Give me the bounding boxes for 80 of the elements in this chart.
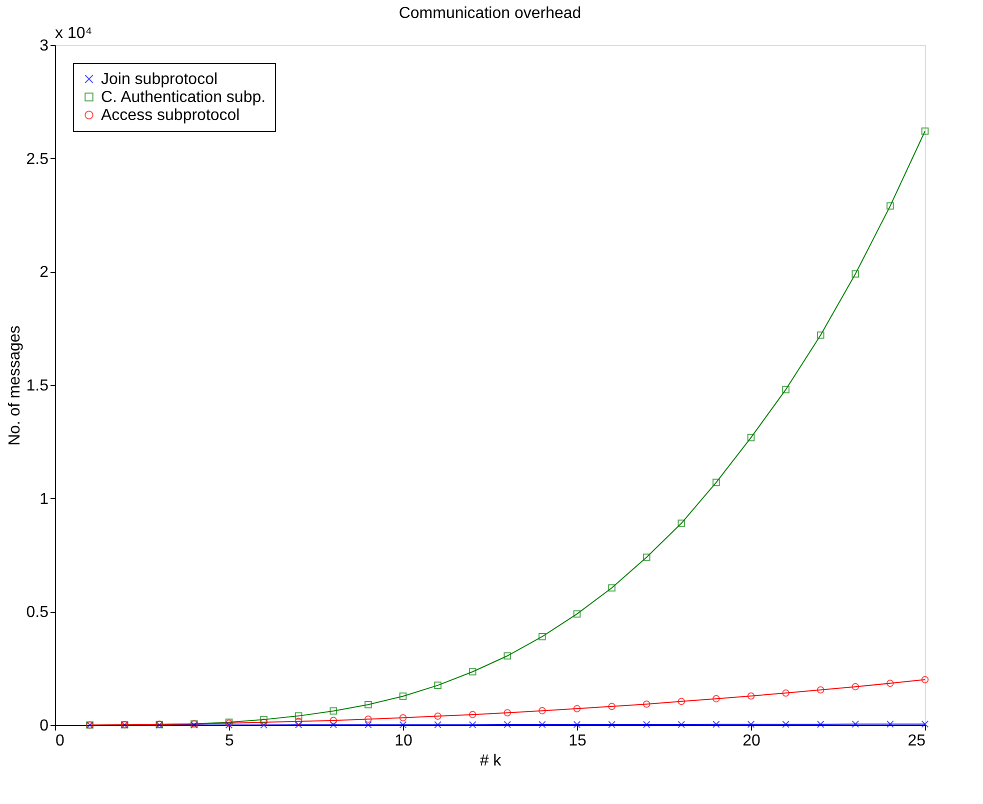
point (678, 698, 686, 706)
point (573, 720, 581, 728)
point (504, 720, 512, 728)
point (294, 718, 302, 726)
point (712, 478, 720, 486)
y-tick-label: 0 (40, 718, 49, 734)
point (816, 686, 824, 694)
y-axis-title: No. of messages (6, 325, 24, 446)
point (921, 676, 929, 684)
point (642, 700, 650, 708)
y-tick-label: 2 (40, 264, 49, 282)
point (294, 712, 302, 720)
chart-title: Communication overhead (398, 5, 582, 22)
point (260, 718, 268, 726)
point (782, 386, 790, 394)
point (608, 584, 616, 592)
point (712, 720, 720, 728)
y-tick-label: 2.5 (26, 150, 49, 168)
point (782, 720, 790, 728)
point (782, 689, 790, 697)
y-tick-label: 1 (40, 490, 49, 508)
x-tick-label: 5 (225, 732, 234, 750)
point (504, 652, 512, 660)
point (294, 721, 302, 728)
point (260, 721, 268, 729)
point (330, 716, 338, 724)
point (886, 202, 894, 210)
point (608, 720, 616, 728)
point (364, 721, 372, 728)
point (364, 700, 372, 708)
point (468, 710, 476, 718)
y-tick-label: 1.5 (26, 378, 49, 394)
point (712, 695, 720, 702)
point (504, 709, 512, 716)
point (434, 721, 442, 728)
point (852, 683, 860, 690)
point (678, 720, 686, 728)
point (538, 632, 546, 640)
point (886, 680, 894, 687)
point (747, 720, 755, 728)
point (434, 682, 442, 689)
point (852, 720, 860, 728)
x-tick-label: 15 (568, 732, 586, 750)
point (573, 705, 581, 712)
point (538, 720, 546, 728)
x-tick-label: 25 (908, 732, 926, 750)
x-tick-label: 0 (56, 732, 64, 750)
point (852, 270, 860, 278)
point (399, 714, 407, 722)
point (747, 434, 755, 442)
point (573, 610, 581, 618)
x-tick-label: 20 (742, 732, 760, 750)
point (434, 712, 442, 720)
x-tick-label: 10 (394, 732, 412, 750)
point (468, 721, 476, 728)
point (816, 331, 824, 339)
x-axis-title: # k (480, 752, 502, 770)
point (921, 720, 929, 728)
point (747, 692, 755, 700)
legend-label: Join subprotocol (101, 71, 218, 88)
point (399, 721, 407, 728)
y-tick-label: 0.5 (26, 604, 49, 622)
point (678, 520, 686, 527)
point (642, 554, 650, 561)
point (364, 715, 372, 723)
point (816, 720, 824, 728)
point (642, 720, 650, 728)
y-tick-label: 3 (40, 38, 49, 54)
point (330, 721, 338, 728)
point (399, 692, 407, 700)
text: x 10⁴ (55, 25, 92, 42)
point (608, 702, 616, 710)
point (330, 707, 338, 715)
point (260, 716, 268, 724)
legend-label: C. Authentication subp. (101, 89, 266, 106)
point (921, 127, 929, 135)
point (886, 720, 894, 728)
point (468, 668, 476, 676)
point (538, 707, 546, 714)
legend-label: Access subprotocol (101, 107, 240, 124)
